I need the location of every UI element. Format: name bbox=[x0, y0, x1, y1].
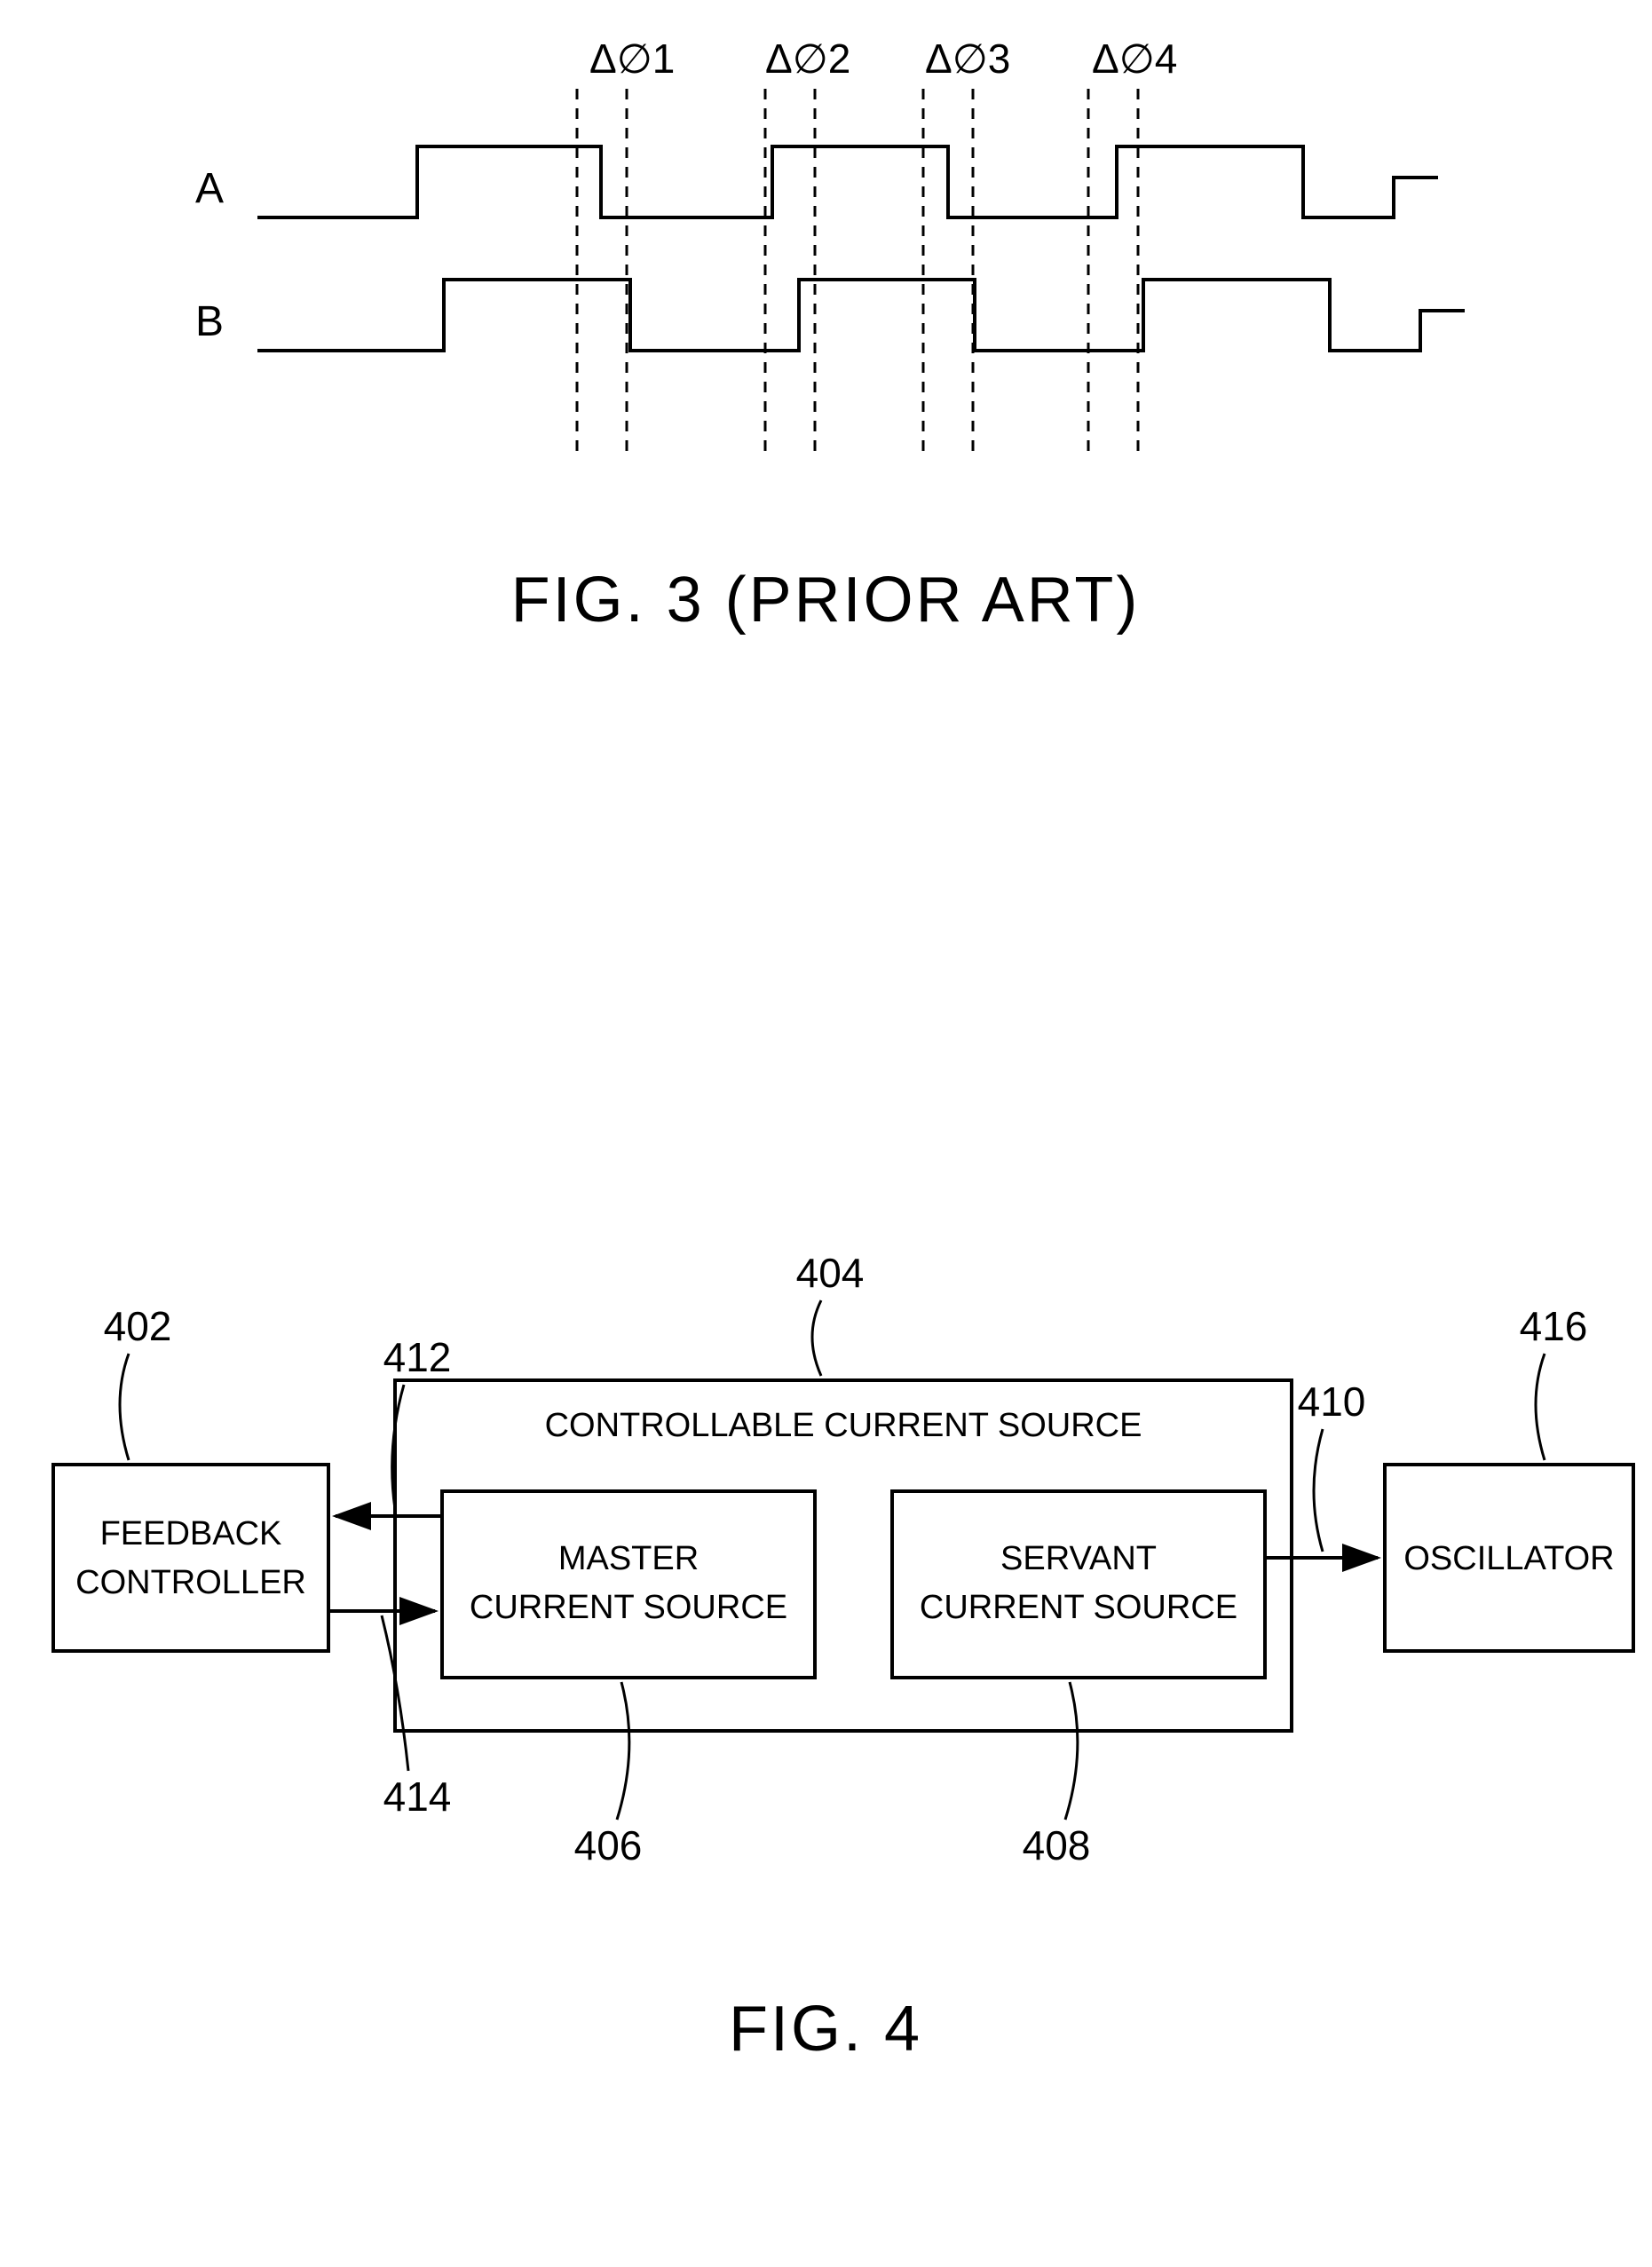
delta2-label: Δ∅2 bbox=[765, 36, 850, 82]
master-box bbox=[442, 1491, 815, 1678]
ccs-outer-title: CONTROLLABLE CURRENT SOURCE bbox=[545, 1407, 1142, 1444]
fig4-group: CONTROLLABLE CURRENT SOURCE 404 FEEDBACK… bbox=[53, 1250, 1633, 2065]
ref-404: 404 bbox=[796, 1250, 865, 1296]
ref-416-leader bbox=[1536, 1354, 1545, 1460]
ref-404-leader bbox=[812, 1300, 821, 1376]
master-line2: CURRENT SOURCE bbox=[470, 1589, 787, 1626]
dashed-lines bbox=[577, 89, 1138, 453]
feedback-line1: FEEDBACK bbox=[100, 1515, 282, 1552]
ref-408: 408 bbox=[1023, 1822, 1091, 1868]
ref-408-leader bbox=[1065, 1682, 1078, 1820]
waveform-a-label: A bbox=[195, 165, 224, 212]
ref-406: 406 bbox=[574, 1822, 643, 1868]
ref-416: 416 bbox=[1520, 1303, 1588, 1349]
ref-410-leader bbox=[1314, 1429, 1323, 1552]
figures-canvas: Δ∅1 Δ∅2 Δ∅3 Δ∅4 A B FIG. 3 (PRIOR ART) bbox=[0, 0, 1652, 2267]
fig3-group: Δ∅1 Δ∅2 Δ∅3 Δ∅4 A B FIG. 3 (PRIOR ART) bbox=[195, 36, 1465, 636]
oscillator-line1: OSCILLATOR bbox=[1403, 1540, 1614, 1577]
ref-412: 412 bbox=[383, 1334, 452, 1380]
ref-402-leader bbox=[120, 1354, 129, 1460]
waveform-b bbox=[257, 280, 1465, 351]
delta1-label: Δ∅1 bbox=[589, 36, 675, 82]
servant-line1: SERVANT bbox=[1000, 1540, 1157, 1577]
ref-414: 414 bbox=[383, 1773, 452, 1820]
fig4-caption: FIG. 4 bbox=[729, 1994, 922, 2065]
master-line1: MASTER bbox=[558, 1540, 699, 1577]
waveform-a bbox=[257, 146, 1438, 217]
feedback-box bbox=[53, 1465, 328, 1651]
delta4-label: Δ∅4 bbox=[1092, 36, 1177, 82]
waveform-b-label: B bbox=[195, 298, 224, 345]
servant-box bbox=[892, 1491, 1265, 1678]
ref-406-leader bbox=[617, 1682, 629, 1820]
delta3-label: Δ∅3 bbox=[925, 36, 1010, 82]
feedback-line2: CONTROLLER bbox=[75, 1564, 306, 1601]
ref-410: 410 bbox=[1298, 1378, 1366, 1425]
fig3-caption: FIG. 3 (PRIOR ART) bbox=[511, 565, 1141, 636]
ref-402: 402 bbox=[104, 1303, 172, 1349]
servant-line2: CURRENT SOURCE bbox=[920, 1589, 1237, 1626]
